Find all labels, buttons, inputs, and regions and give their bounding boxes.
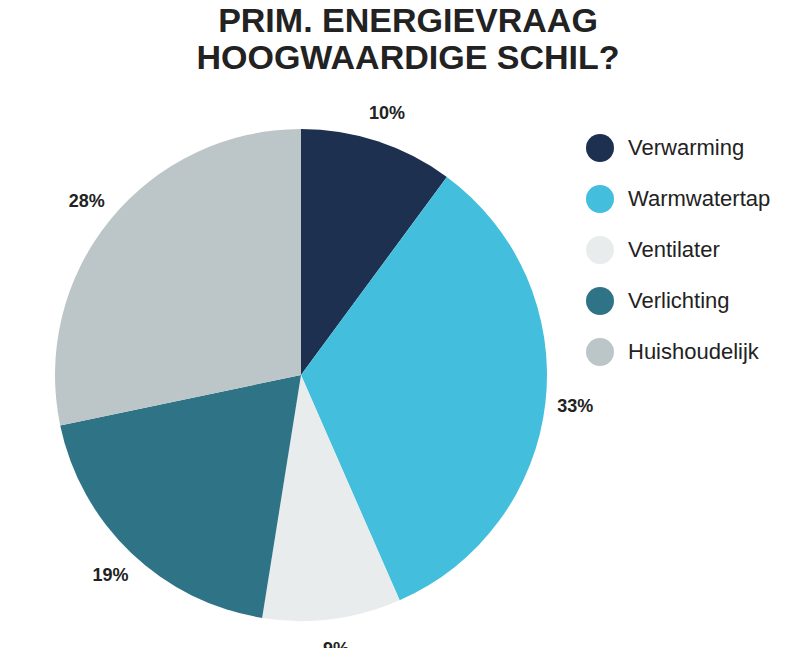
html-text:Huishoudelijk: Huishoudelijk (628, 338, 759, 364)
svg-text:9%: 9% (323, 639, 349, 648)
svg-text:33%: 33% (557, 396, 593, 416)
html-text:Verlichting: Verlichting (628, 287, 730, 313)
svg-text:10%: 10% (369, 103, 405, 123)
html-text:Warmwatertap: Warmwatertap (628, 185, 771, 211)
svg-text:19%: 19% (93, 565, 129, 585)
html-text:PRIM. ENERGIEVRAAG HOOGWAARDIG: PRIM. ENERGIEVRAAG HOOGWAARDIGE SCHIL? (196, 1, 620, 76)
svg-text:28%: 28% (69, 191, 105, 211)
html-text:Verwarming: Verwarming (628, 134, 745, 160)
html-text:Ventilater: Ventilater (628, 236, 720, 262)
